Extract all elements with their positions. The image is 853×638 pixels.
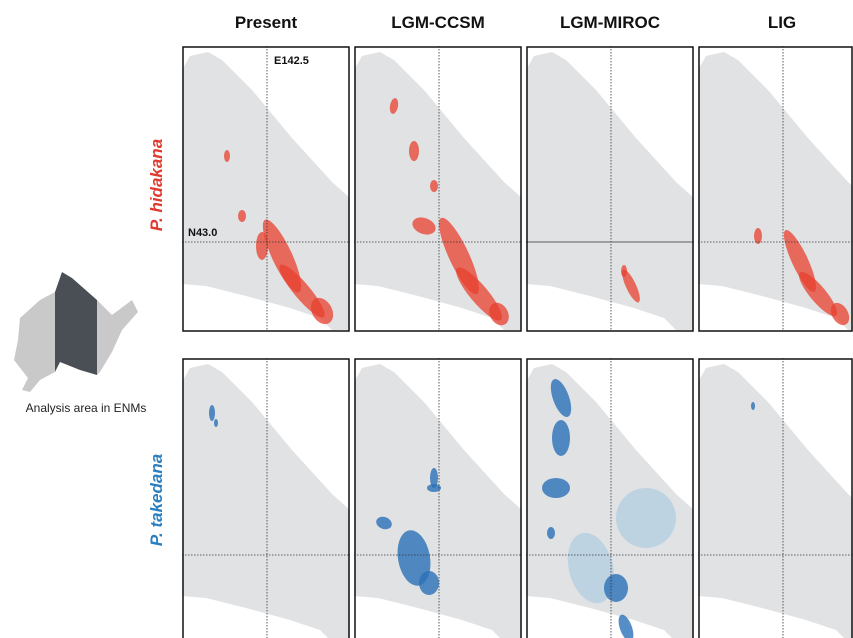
habitat-patch <box>547 527 555 539</box>
figure: Analysis area in ENMs P. hidakana P. tak… <box>0 0 853 638</box>
map-content <box>526 46 694 330</box>
map-panel <box>526 358 694 638</box>
map-panel <box>354 46 522 331</box>
land <box>354 364 522 638</box>
map-panel <box>182 358 350 638</box>
inset-caption: Analysis area in ENMs <box>26 401 147 415</box>
habitat-patch <box>542 478 570 498</box>
column-header: LIG <box>768 13 796 32</box>
habitat-patch <box>238 210 246 222</box>
land <box>698 52 853 330</box>
habitat-patch <box>616 488 676 548</box>
map-content <box>182 46 350 330</box>
habitat-patch <box>256 232 268 260</box>
habitat-patch <box>621 265 627 277</box>
map-panel <box>182 46 350 331</box>
map-panel <box>354 358 522 638</box>
habitat-patch <box>419 571 439 595</box>
latitude-label: N43.0 <box>188 227 217 239</box>
map-content <box>354 358 522 638</box>
map-content <box>354 46 522 330</box>
map-content <box>698 46 853 330</box>
land <box>182 52 350 330</box>
longitude-label: E142.5 <box>274 55 309 67</box>
habitat-patch <box>430 468 438 488</box>
map-panel <box>698 46 853 331</box>
map-panel <box>526 46 694 331</box>
land <box>698 364 853 638</box>
inset-east <box>97 300 138 375</box>
map-panel <box>698 358 853 638</box>
habitat-patch <box>224 150 230 162</box>
inset-west <box>14 292 55 392</box>
column-header: LGM-MIROC <box>560 13 660 32</box>
inset-analysis-area <box>55 272 97 375</box>
habitat-patch <box>209 405 215 421</box>
habitat-patch <box>214 419 218 427</box>
column-header: LGM-CCSM <box>391 13 484 32</box>
habitat-patch <box>552 420 570 456</box>
column-header: Present <box>235 13 298 32</box>
row-label: P. hidakana <box>147 139 166 231</box>
habitat-patch <box>430 180 438 192</box>
land <box>354 52 522 330</box>
map-content <box>526 358 694 638</box>
inset-map: Analysis area in ENMs <box>14 272 146 415</box>
habitat-patch <box>604 574 628 602</box>
map-content <box>698 358 853 638</box>
habitat-patch <box>409 141 419 161</box>
land <box>182 364 350 638</box>
habitat-patch <box>751 402 755 410</box>
land <box>526 52 694 330</box>
map-content <box>182 358 350 638</box>
row-label: P. takedana <box>147 454 166 546</box>
